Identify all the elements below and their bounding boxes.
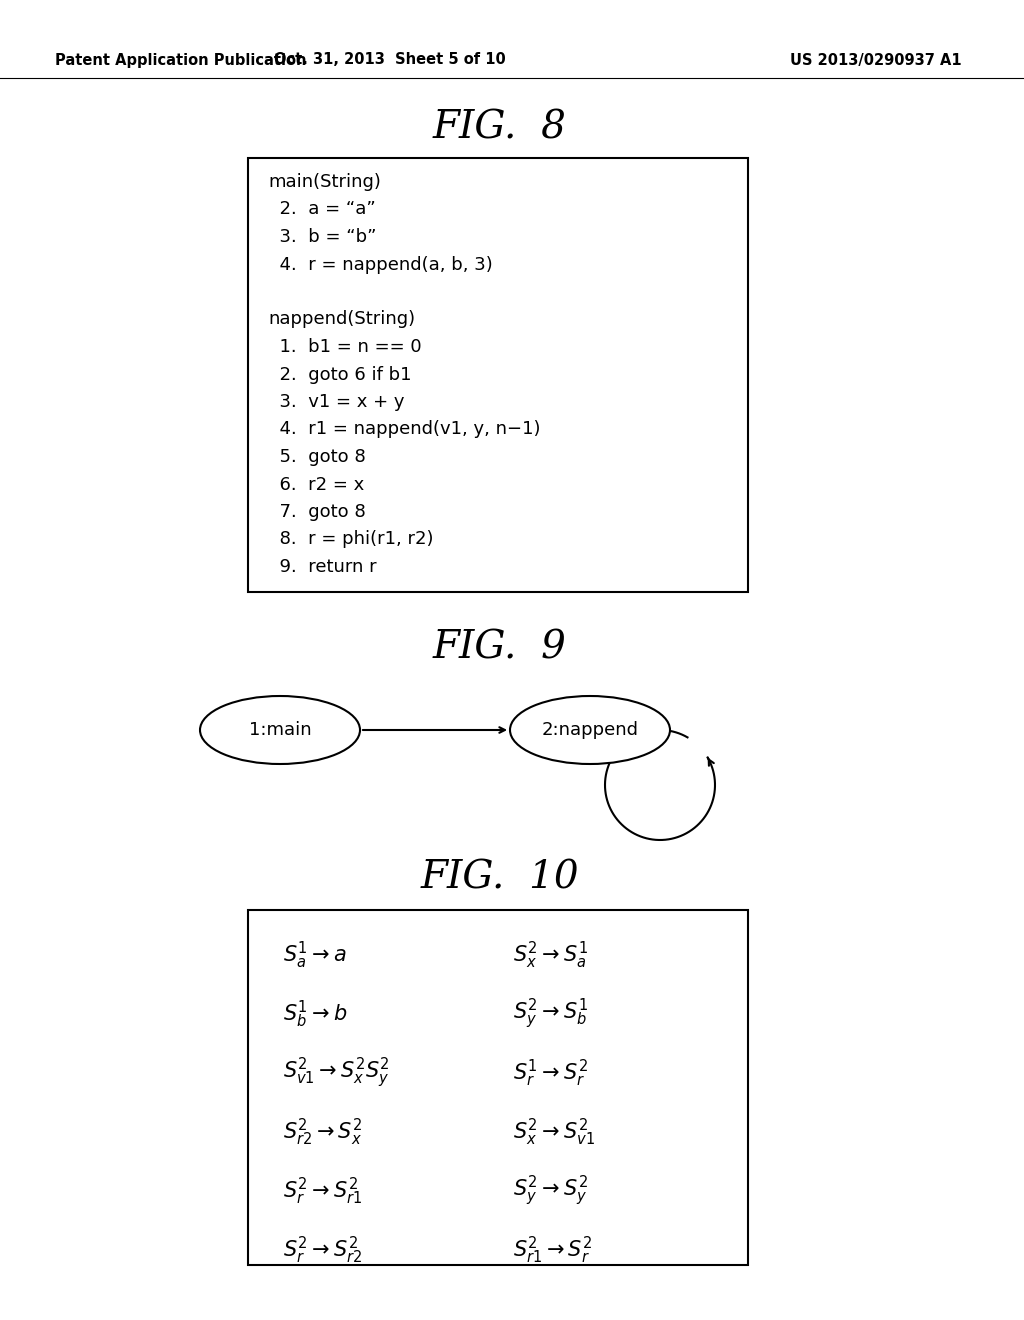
Text: 2.  goto 6 if b1: 2. goto 6 if b1 [268,366,412,384]
Text: $S^2_y \rightarrow S^1_b$: $S^2_y \rightarrow S^1_b$ [513,997,588,1031]
Bar [248,158,748,591]
Text: nappend(String): nappend(String) [268,310,415,329]
Text: $S^2_r \rightarrow S^2_{r1}$: $S^2_r \rightarrow S^2_{r1}$ [283,1175,362,1206]
Text: main(String): main(String) [268,173,381,191]
Text: $S^2_{v1} \rightarrow S^2_x S^2_y$: $S^2_{v1} \rightarrow S^2_x S^2_y$ [283,1056,390,1090]
Text: 4.  r = nappend(a, b, 3): 4. r = nappend(a, b, 3) [268,256,493,273]
Text: $S^2_y \rightarrow S^2_y$: $S^2_y \rightarrow S^2_y$ [513,1173,588,1208]
Text: 4.  r1 = nappend(v1, y, n−1): 4. r1 = nappend(v1, y, n−1) [268,421,541,438]
Text: $S^1_b \rightarrow b$: $S^1_b \rightarrow b$ [283,998,347,1030]
Text: $S^2_x \rightarrow S^1_a$: $S^2_x \rightarrow S^1_a$ [513,940,588,970]
Text: FIG.  10: FIG. 10 [421,859,580,896]
Text: $S^2_{r2} \rightarrow S^2_x$: $S^2_{r2} \rightarrow S^2_x$ [283,1117,362,1147]
Bar [248,909,748,1265]
Text: 2.  a = “a”: 2. a = “a” [268,201,376,219]
Text: 3.  b = “b”: 3. b = “b” [268,228,377,246]
Text: FIG.  8: FIG. 8 [433,110,567,147]
Ellipse shape [510,696,670,764]
Text: $S^2_x \rightarrow S^2_{v1}$: $S^2_x \rightarrow S^2_{v1}$ [513,1117,595,1147]
Text: 1.  b1 = n == 0: 1. b1 = n == 0 [268,338,422,356]
Text: $S^2_r \rightarrow S^2_{r2}$: $S^2_r \rightarrow S^2_{r2}$ [283,1234,362,1266]
Text: 2:nappend: 2:nappend [542,721,639,739]
Text: 6.  r2 = x: 6. r2 = x [268,475,365,494]
Text: Oct. 31, 2013  Sheet 5 of 10: Oct. 31, 2013 Sheet 5 of 10 [274,53,506,67]
Text: 8.  r = phi(r1, r2): 8. r = phi(r1, r2) [268,531,433,549]
Text: 7.  goto 8: 7. goto 8 [268,503,366,521]
Text: Patent Application Publication: Patent Application Publication [55,53,306,67]
Text: FIG.  9: FIG. 9 [433,630,567,667]
Ellipse shape [200,696,360,764]
Text: 3.  v1 = x + y: 3. v1 = x + y [268,393,404,411]
Text: 1:main: 1:main [249,721,311,739]
Text: $S^1_a \rightarrow a$: $S^1_a \rightarrow a$ [283,940,347,970]
Text: $S^1_r \rightarrow S^2_r$: $S^1_r \rightarrow S^2_r$ [513,1057,588,1089]
Text: 9.  return r: 9. return r [268,558,377,576]
Text: $S^2_{r1} \rightarrow S^2_r$: $S^2_{r1} \rightarrow S^2_r$ [513,1234,593,1266]
Text: US 2013/0290937 A1: US 2013/0290937 A1 [790,53,962,67]
Text: 5.  goto 8: 5. goto 8 [268,447,366,466]
